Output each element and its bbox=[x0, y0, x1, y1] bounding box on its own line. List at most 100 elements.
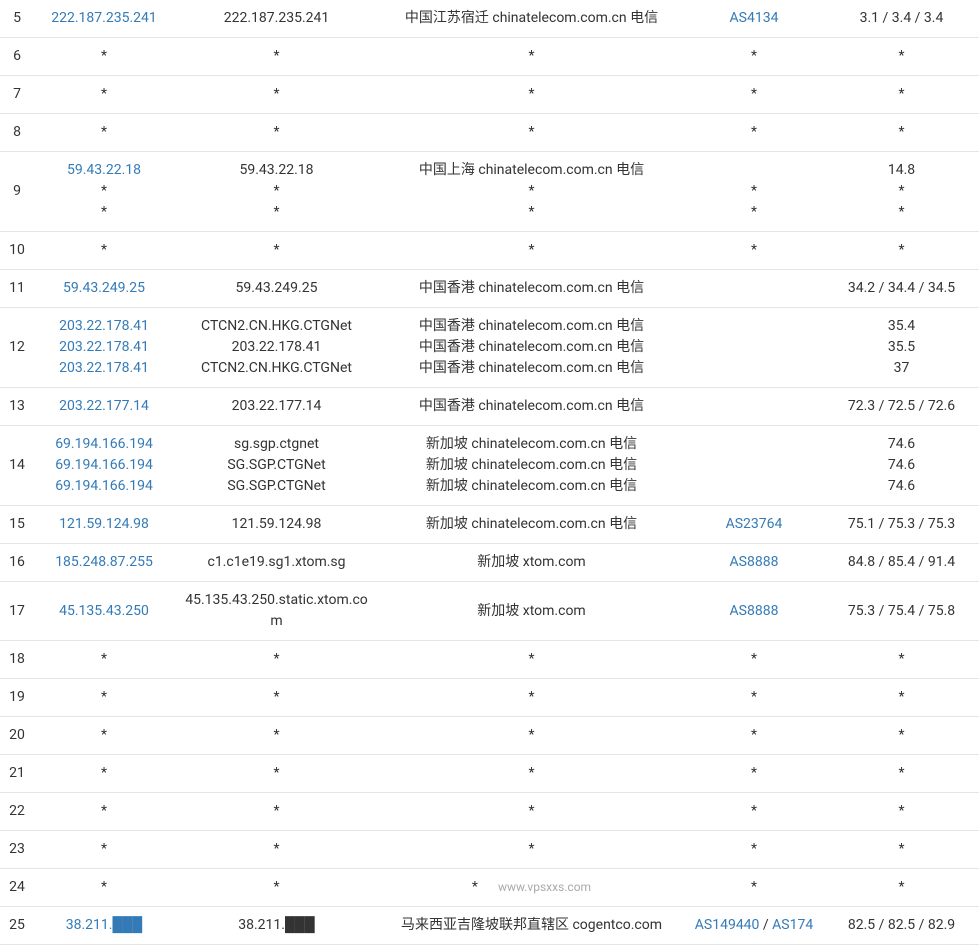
location-cell: * bbox=[379, 679, 684, 717]
host-text: SG.SGP.CTGNet bbox=[180, 455, 373, 476]
ip-text: * bbox=[40, 202, 168, 223]
ip-link[interactable]: 203.22.178.41 bbox=[40, 337, 168, 358]
rtt-text: * bbox=[830, 181, 973, 202]
as-cell: * bbox=[684, 755, 824, 793]
rtt-cell: * bbox=[824, 76, 979, 114]
location-text: * bbox=[385, 181, 678, 202]
location-text: * bbox=[385, 763, 678, 784]
location-text: 中国香港 chinatelecom.com.cn 电信 bbox=[385, 316, 678, 337]
as-link[interactable]: AS4134 bbox=[730, 10, 779, 26]
host-cell: 38.211.███ bbox=[174, 907, 379, 945]
table-row: 7***** bbox=[0, 76, 979, 114]
host-text: * bbox=[180, 202, 373, 223]
host-text: CTCN2.CN.HKG.CTGNet bbox=[180, 316, 373, 337]
table-row: 12203.22.178.41203.22.178.41203.22.178.4… bbox=[0, 308, 979, 388]
as-line: * bbox=[690, 801, 818, 822]
host-text: c1.c1e19.sg1.xtom.sg bbox=[180, 552, 373, 573]
ip-cell: * bbox=[34, 232, 174, 270]
rtt-text: 72.3 / 72.5 / 72.6 bbox=[830, 396, 973, 417]
host-text: * bbox=[180, 649, 373, 670]
as-link[interactable]: AS8888 bbox=[730, 554, 779, 570]
rtt-cell: 75.3 / 75.4 / 75.8 bbox=[824, 582, 979, 641]
host-cell: * bbox=[174, 641, 379, 679]
as-line: * bbox=[690, 84, 818, 105]
ip-link[interactable]: 203.22.177.14 bbox=[40, 396, 168, 417]
ip-link[interactable]: 185.248.87.255 bbox=[40, 552, 168, 573]
table-row: 6***** bbox=[0, 38, 979, 76]
location-text: * bbox=[385, 84, 678, 105]
rtt-cell: * bbox=[824, 38, 979, 76]
rtt-text: * bbox=[830, 202, 973, 223]
host-text: * bbox=[180, 725, 373, 746]
hop-cell: 9 bbox=[0, 152, 34, 232]
table-row: 1469.194.166.19469.194.166.19469.194.166… bbox=[0, 426, 979, 506]
location-cell: * bbox=[379, 793, 684, 831]
hop-cell: 23 bbox=[0, 831, 34, 869]
ip-text: * bbox=[40, 801, 168, 822]
rtt-text: 34.2 / 34.4 / 34.5 bbox=[830, 278, 973, 299]
ip-text: * bbox=[40, 46, 168, 67]
ip-link[interactable]: 59.43.22.18 bbox=[40, 160, 168, 181]
as-cell bbox=[684, 270, 824, 308]
rtt-text: * bbox=[830, 122, 973, 143]
as-link[interactable]: AS149440 bbox=[695, 917, 760, 933]
as-line: * bbox=[690, 877, 818, 898]
host-text: * bbox=[180, 122, 373, 143]
as-line bbox=[690, 337, 818, 358]
ip-link[interactable]: 69.194.166.194 bbox=[40, 455, 168, 476]
rtt-text: 75.1 / 75.3 / 75.3 bbox=[830, 514, 973, 535]
location-text: 中国香港 chinatelecom.com.cn 电信 bbox=[385, 358, 678, 379]
host-cell: * bbox=[174, 831, 379, 869]
ip-link[interactable]: 45.135.43.250 bbox=[40, 601, 168, 622]
rtt-text: * bbox=[830, 46, 973, 67]
rtt-text: 37 bbox=[830, 358, 973, 379]
ip-link[interactable]: 69.194.166.194 bbox=[40, 434, 168, 455]
ip-link[interactable]: 203.22.178.41 bbox=[40, 316, 168, 337]
ip-link[interactable]: 121.59.124.98 bbox=[40, 514, 168, 535]
as-link[interactable]: AS8888 bbox=[730, 603, 779, 619]
hop-cell: 15 bbox=[0, 506, 34, 544]
hop-cell: 7 bbox=[0, 76, 34, 114]
ip-cell: * bbox=[34, 793, 174, 831]
rtt-text: 84.8 / 85.4 / 91.4 bbox=[830, 552, 973, 573]
location-cell: 新加坡 xtom.com bbox=[379, 544, 684, 582]
host-cell: 121.59.124.98 bbox=[174, 506, 379, 544]
host-cell: * bbox=[174, 869, 379, 907]
as-link[interactable]: AS23764 bbox=[726, 516, 783, 532]
as-link[interactable]: AS174 bbox=[772, 917, 813, 933]
location-cell: 中国香港 chinatelecom.com.cn 电信中国香港 chinatel… bbox=[379, 308, 684, 388]
ip-text: * bbox=[40, 877, 168, 898]
ip-cell: 203.22.177.14 bbox=[34, 388, 174, 426]
location-text: 新加坡 chinatelecom.com.cn 电信 bbox=[385, 514, 678, 535]
host-text: sg.sgp.ctgnet bbox=[180, 434, 373, 455]
host-cell: 203.22.177.14 bbox=[174, 388, 379, 426]
host-text: SG.SGP.CTGNet bbox=[180, 476, 373, 497]
as-line: AS149440 / AS174 bbox=[690, 915, 818, 936]
ip-link[interactable]: 222.187.235.241 bbox=[40, 8, 168, 29]
rtt-cell: * bbox=[824, 717, 979, 755]
table-row: 15 121.59.124.98 121.59.124.98 新加坡 chinatel… bbox=[0, 506, 979, 544]
host-cell: sg.sgp.ctgnetSG.SGP.CTGNetSG.SGP.CTGNet bbox=[174, 426, 379, 506]
ip-link[interactable]: 38.211.███ bbox=[40, 915, 168, 936]
hop-cell: 11 bbox=[0, 270, 34, 308]
rtt-text: 35.4 bbox=[830, 316, 973, 337]
rtt-text: 75.3 / 75.4 / 75.8 bbox=[830, 601, 973, 622]
rtt-cell: * bbox=[824, 869, 979, 907]
rtt-cell: 34.2 / 34.4 / 34.5 bbox=[824, 270, 979, 308]
ip-cell: 203.22.178.41203.22.178.41203.22.178.41 bbox=[34, 308, 174, 388]
host-cell: 59.43.22.18** bbox=[174, 152, 379, 232]
hop-cell: 8 bbox=[0, 114, 34, 152]
location-cell: 新加坡 chinatelecom.com.cn 电信新加坡 chinatelec… bbox=[379, 426, 684, 506]
as-cell: * bbox=[684, 679, 824, 717]
ip-cell: * bbox=[34, 38, 174, 76]
ip-link[interactable]: 203.22.178.41 bbox=[40, 358, 168, 379]
ip-link[interactable]: 59.43.249.25 bbox=[40, 278, 168, 299]
host-text: 38.211.███ bbox=[180, 915, 373, 936]
as-line: AS23764 bbox=[690, 514, 818, 535]
host-cell: 45.135.43.250.static.xtom.com bbox=[174, 582, 379, 641]
host-text: 203.22.177.14 bbox=[180, 396, 373, 417]
ip-text: * bbox=[40, 181, 168, 202]
table-row: 16185.248.87.255c1.c1e19.sg1.xtom.sg新加坡 … bbox=[0, 544, 979, 582]
ip-link[interactable]: 69.194.166.194 bbox=[40, 476, 168, 497]
ip-text: * bbox=[40, 649, 168, 670]
